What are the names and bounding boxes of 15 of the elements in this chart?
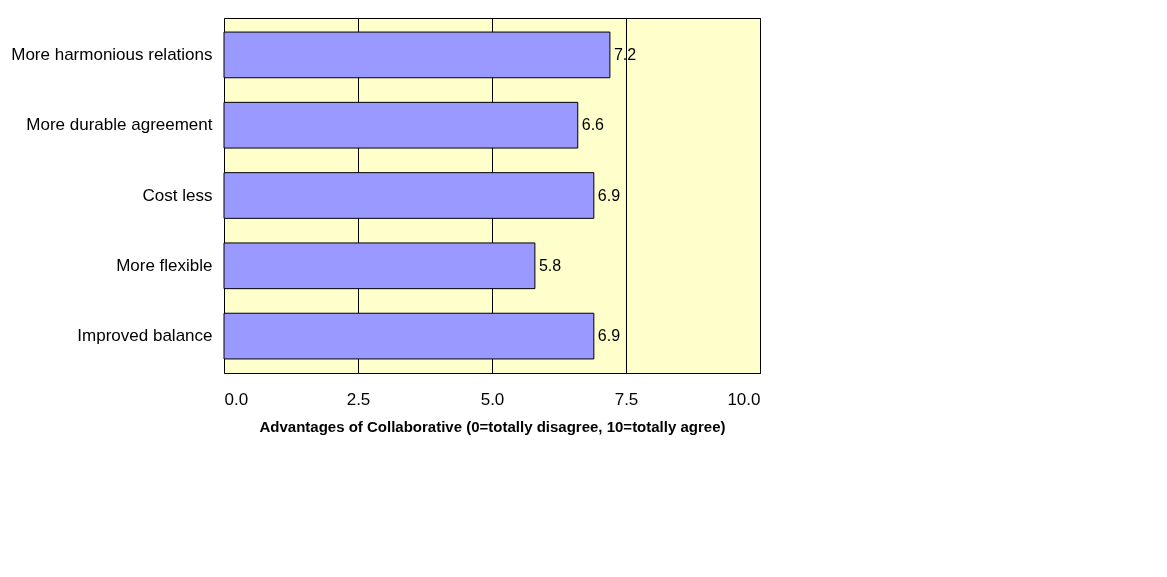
y-tick-label: More harmonious relations (11, 44, 213, 64)
y-tick-label: More durable agreement (26, 115, 213, 135)
data-label: 6.9 (597, 327, 621, 345)
x-tick-label: 2.5 (346, 389, 371, 409)
data-label: 6.6 (581, 116, 605, 134)
x-tick-label: 0.0 (224, 389, 249, 409)
data-label: 6.9 (597, 186, 621, 204)
y-tick-label: More flexible (116, 255, 213, 275)
x-tick-label: 10.0 (727, 389, 761, 409)
x-tick-label: 7.5 (614, 389, 639, 409)
y-tick-label: Cost less (142, 185, 213, 205)
data-label: 5.8 (538, 256, 562, 274)
y-tick-label: Improved balance (77, 326, 213, 346)
x-axis-title: Advantages of Collaborative (0=totally disagree, 10=totally agree) (259, 417, 726, 435)
x-tick-label: 5.0 (480, 389, 505, 409)
